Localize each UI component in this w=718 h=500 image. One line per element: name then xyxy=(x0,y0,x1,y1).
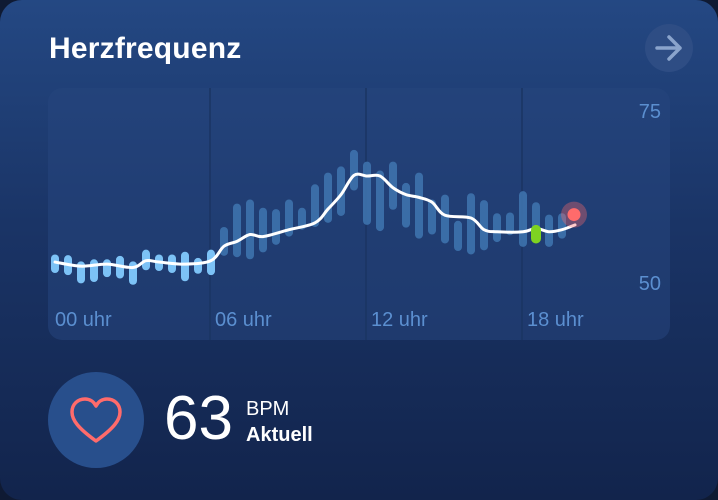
range-bar xyxy=(298,207,306,230)
range-bar xyxy=(350,149,358,191)
x-axis-label: 12 uhr xyxy=(371,309,428,331)
x-axis-label: 18 uhr xyxy=(527,309,584,331)
range-bar xyxy=(181,251,189,282)
range-bar xyxy=(207,249,215,276)
range-bar xyxy=(363,161,371,225)
current-reading: 63 BPM Aktuell xyxy=(48,372,448,468)
range-bar xyxy=(129,261,137,285)
x-axis-label: 06 uhr xyxy=(215,309,272,331)
x-axis-label: 00 uhr xyxy=(55,309,112,331)
range-bar xyxy=(480,200,488,251)
range-bar xyxy=(532,202,540,232)
range-bar xyxy=(402,182,410,228)
range-bar xyxy=(311,184,319,227)
trend-line xyxy=(53,172,577,270)
open-details-button[interactable] xyxy=(645,24,693,72)
heart-rate-chart: 75 50 00 uhr 06 uhr 12 uhr 18 uhr xyxy=(51,88,661,340)
range-bar xyxy=(259,207,267,253)
range-bar xyxy=(337,166,345,216)
current-range-bar xyxy=(531,224,541,244)
range-bar xyxy=(272,209,280,245)
current-status-label: Aktuell xyxy=(246,424,313,446)
range-bar xyxy=(246,199,254,260)
heart-badge xyxy=(48,372,144,468)
range-bar xyxy=(324,172,332,223)
chart-panel xyxy=(48,88,670,340)
range-bar xyxy=(428,199,436,235)
range-bar xyxy=(103,259,111,278)
range-bar xyxy=(389,161,397,210)
range-bar xyxy=(194,257,202,274)
range-bar xyxy=(90,259,98,282)
range-bar xyxy=(467,193,475,255)
card-title: Herzfrequenz xyxy=(49,32,242,65)
y-axis-max-label: 75 xyxy=(639,101,661,123)
range-bar xyxy=(493,213,501,243)
heart-icon xyxy=(70,397,122,443)
range-bar xyxy=(51,254,59,274)
range-bar xyxy=(506,212,514,236)
current-dot xyxy=(567,208,581,222)
current-bpm-value: 63 xyxy=(164,384,233,453)
range-bar xyxy=(233,203,241,258)
range-bar xyxy=(519,191,527,247)
arrow-right-icon xyxy=(655,35,682,61)
range-bar xyxy=(558,213,566,239)
range-bar xyxy=(415,172,423,239)
y-axis-min-label: 50 xyxy=(639,273,661,295)
range-bar xyxy=(441,194,449,244)
bpm-unit-label: BPM xyxy=(246,398,290,420)
range-bar xyxy=(376,170,384,232)
range-bar xyxy=(285,199,293,237)
range-bar xyxy=(454,220,462,252)
